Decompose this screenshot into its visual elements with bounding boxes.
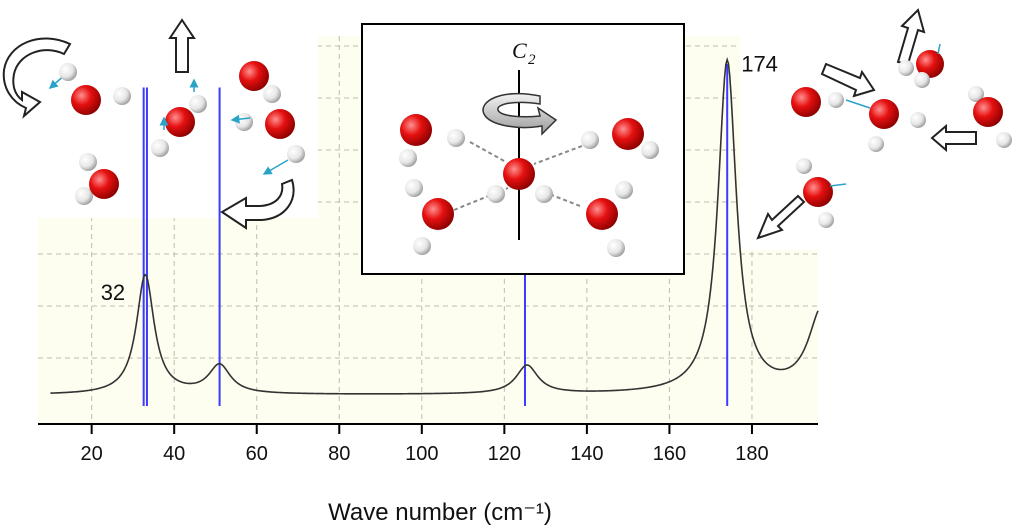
oxygen-atom	[400, 114, 432, 146]
rotation-arrow-icon	[482, 92, 558, 136]
mode-32-molecules	[2, 18, 305, 230]
mode-174-molecules	[756, 8, 1012, 240]
hydrogen-atom	[405, 179, 423, 197]
peak-annotations: 32 174	[101, 52, 778, 305]
hydrogen-atom	[535, 185, 553, 203]
spectrum-line	[50, 56, 819, 395]
hydrogen-atom	[189, 95, 207, 113]
x-ticks: 20 40 60 80 100 120 140 160 180	[81, 424, 769, 465]
oxygen-atom	[612, 118, 644, 150]
x-tick-label: 160	[653, 443, 686, 465]
oxygen-atom	[239, 61, 269, 91]
left-arrow-icon	[930, 123, 977, 153]
hydrogen-atom	[79, 153, 97, 171]
oxygen-atom	[422, 198, 454, 230]
hydrogen-atom	[914, 72, 930, 88]
hydrogen-atom	[487, 185, 505, 203]
oxygen-atom	[265, 109, 295, 139]
x-tick-label: 120	[488, 443, 521, 465]
hydrogen-atom	[263, 85, 281, 103]
right-arrow-icon	[820, 62, 876, 98]
hydrogen-atom	[607, 239, 625, 257]
down-left-arrow-icon	[756, 194, 806, 240]
oxygen-atom	[803, 177, 833, 207]
hydrogen-atom	[581, 131, 599, 149]
oxygen-atom	[71, 85, 101, 115]
hydrogen-atom	[447, 129, 465, 147]
c2-axis-label: C	[512, 38, 527, 63]
peak-label: 32	[101, 280, 125, 305]
oxygen-atom	[973, 97, 1003, 127]
oxygen-atom	[916, 50, 944, 78]
up-arrow-icon	[168, 18, 196, 73]
hydrogen-atom	[641, 141, 659, 159]
hydrogen-atom	[910, 112, 926, 128]
x-tick-label: 60	[246, 443, 268, 465]
mode-32-overlay	[0, 22, 318, 218]
x-tick-label: 140	[570, 443, 603, 465]
oxygen-atom	[503, 158, 535, 190]
hydrogen-atom	[413, 237, 431, 255]
hydrogen-atom	[75, 187, 93, 205]
hydrogen-atom	[996, 132, 1012, 148]
hydrogen-atom	[287, 145, 305, 163]
x-tick-label: 20	[81, 443, 103, 465]
hydrogen-atom	[235, 113, 253, 131]
hydrogen-atom	[59, 63, 77, 81]
oxygen-atom	[869, 99, 899, 129]
inset-c2-structure: C 2	[361, 23, 685, 275]
x-axis-title: Wave number (cm⁻¹)	[328, 499, 552, 526]
x-tick-label: 80	[328, 443, 350, 465]
x-tick-label: 40	[163, 443, 185, 465]
hydrogen-atom	[828, 92, 844, 108]
c2-axis-subscript: 2	[528, 52, 536, 68]
hydrogen-atom	[898, 60, 914, 76]
oxygen-atom	[165, 107, 195, 137]
peak-label: 174	[741, 52, 778, 77]
hydrogen-atom	[968, 86, 984, 102]
hydrogen-atom	[868, 136, 884, 152]
hydrogen-atom	[399, 149, 417, 167]
hydrogen-atom	[796, 158, 812, 174]
up-arrow-icon	[896, 8, 926, 66]
hydrogen-atom	[615, 181, 633, 199]
rotation-arrow-icon	[2, 37, 72, 119]
oxygen-atom	[89, 169, 119, 199]
oxygen-atom	[791, 87, 821, 117]
hydrogen-atom	[113, 87, 131, 105]
x-tick-label: 180	[735, 443, 768, 465]
x-tick-label: 100	[405, 443, 438, 465]
hydrogen-atom	[818, 212, 834, 228]
rotation-arrow-icon	[220, 178, 295, 230]
hydrogen-atom	[151, 139, 169, 157]
oxygen-atom	[586, 198, 618, 230]
